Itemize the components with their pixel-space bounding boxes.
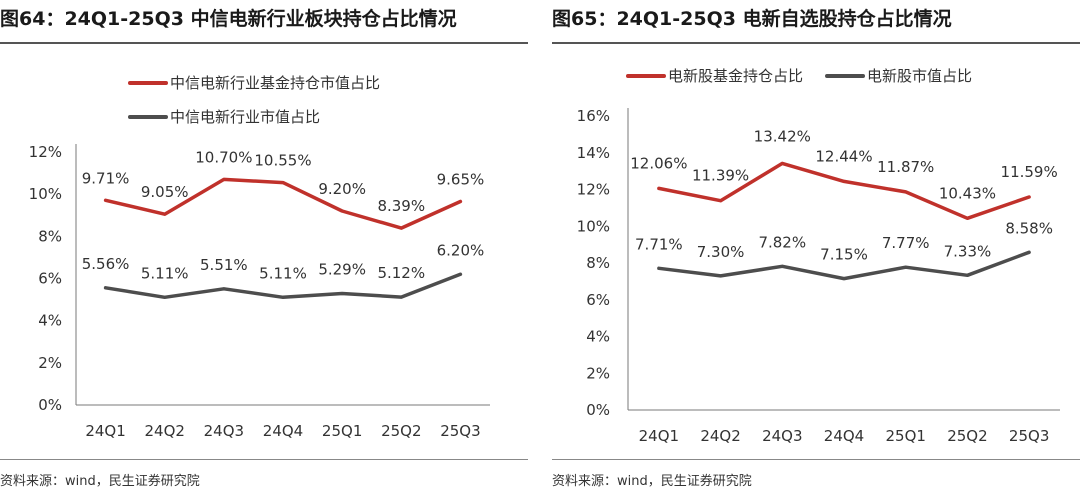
- data-label: 12.44%: [815, 147, 872, 165]
- legend-label: 电新股基金持仓占比: [668, 67, 803, 85]
- series-line: [657, 250, 1031, 281]
- data-label: 8.58%: [1005, 219, 1053, 237]
- data-label: 7.71%: [635, 235, 683, 253]
- data-label: 5.51%: [200, 256, 248, 274]
- x-tick-label: 25Q3: [1009, 427, 1049, 445]
- data-label: 10.43%: [939, 184, 996, 202]
- y-tick-label: 0%: [38, 396, 62, 414]
- data-label: 5.56%: [82, 255, 130, 273]
- source-divider: [552, 459, 1080, 460]
- figure-title: 图64：24Q1-25Q3 中信电新行业板块持仓占比情况: [0, 8, 457, 30]
- y-tick-label: 10%: [577, 217, 610, 235]
- legend-label: 中信电新行业基金持仓市值占比: [170, 74, 380, 92]
- x-tick-label: 24Q1: [85, 422, 125, 440]
- x-tick-label: 24Q4: [824, 427, 864, 445]
- chart-panel-right: 图65：24Q1-25Q3 电新自选股持仓占比情况 0% 2% 4% 6% 8% 10% 1…: [552, 0, 1080, 490]
- source-note: 资料来源：wind，民生证券研究院: [552, 474, 752, 489]
- data-label: 5.12%: [377, 264, 425, 282]
- x-tick-label: 25Q3: [440, 422, 480, 440]
- y-tick-label: 8%: [38, 227, 62, 245]
- data-label: 13.42%: [754, 127, 811, 145]
- data-label: 9.65%: [437, 171, 485, 189]
- data-label: 7.82%: [758, 233, 806, 251]
- x-tick-label: 24Q3: [762, 427, 802, 445]
- data-label: 7.15%: [820, 246, 868, 264]
- y-tick-label: 4%: [586, 328, 610, 346]
- line-chart: 0% 2% 4% 6% 8% 10% 12% 14% 16% 24Q1 24Q2 24Q3 24Q4 25…: [577, 67, 1060, 445]
- y-tick-label: 0%: [586, 401, 610, 419]
- y-tick-label: 4%: [38, 312, 62, 330]
- source-note: 资料来源：wind，民生证券研究院: [0, 474, 200, 489]
- data-label: 8.39%: [377, 197, 425, 215]
- legend-label: 电新股市值占比: [867, 67, 972, 85]
- data-label: 6.20%: [437, 241, 485, 259]
- data-label: 10.55%: [254, 152, 311, 170]
- y-tick-label: 10%: [29, 185, 62, 203]
- y-tick-label: 12%: [577, 181, 610, 199]
- y-tick-label: 6%: [38, 270, 62, 288]
- x-tick-label: 25Q1: [885, 427, 925, 445]
- data-label: 7.77%: [882, 234, 930, 252]
- y-tick-label: 6%: [586, 291, 610, 309]
- source-divider: [0, 459, 528, 460]
- data-label: 11.39%: [692, 167, 749, 185]
- x-tick-label: 24Q1: [639, 427, 679, 445]
- series-line: [103, 272, 463, 300]
- x-tick-label: 24Q2: [700, 427, 740, 445]
- series-line: [103, 177, 463, 230]
- y-tick-label: 14%: [577, 144, 610, 162]
- chart-panel-left: 图64：24Q1-25Q3 中信电新行业板块持仓占比情况 0% 2% 4% 6% 8% 1…: [0, 0, 528, 490]
- data-label: 7.30%: [697, 243, 745, 261]
- data-label: 5.11%: [259, 264, 307, 282]
- y-tick-label: 8%: [586, 254, 610, 272]
- figure-title: 图65：24Q1-25Q3 电新自选股持仓占比情况: [552, 8, 952, 30]
- series-line: [657, 161, 1031, 221]
- line-chart: 0% 2% 4% 6% 8% 10% 12% 24Q1 24Q2 24Q3 24Q4 25Q1 25Q2…: [29, 74, 490, 440]
- y-tick-label: 12%: [29, 143, 62, 161]
- data-label: 5.29%: [318, 260, 366, 278]
- x-tick-label: 24Q4: [263, 422, 303, 440]
- data-label: 9.05%: [141, 183, 189, 201]
- x-tick-label: 25Q2: [947, 427, 987, 445]
- data-label: 7.33%: [944, 242, 992, 260]
- x-tick-label: 25Q2: [381, 422, 421, 440]
- y-tick-label: 2%: [38, 354, 62, 372]
- x-tick-label: 24Q2: [144, 422, 184, 440]
- title-divider: [0, 42, 528, 44]
- legend-label: 中信电新行业市值占比: [170, 108, 320, 126]
- x-tick-label: 25Q1: [322, 422, 362, 440]
- data-label: 9.71%: [82, 169, 130, 187]
- data-label: 9.20%: [318, 180, 366, 198]
- data-label: 11.87%: [877, 158, 934, 176]
- data-label: 5.11%: [141, 264, 189, 282]
- data-label: 10.70%: [195, 148, 252, 166]
- x-tick-label: 24Q3: [204, 422, 244, 440]
- title-divider: [552, 42, 1080, 44]
- data-label: 11.59%: [1001, 163, 1058, 181]
- y-tick-label: 2%: [586, 364, 610, 382]
- y-tick-label: 16%: [577, 107, 610, 125]
- data-label: 12.06%: [630, 154, 687, 172]
